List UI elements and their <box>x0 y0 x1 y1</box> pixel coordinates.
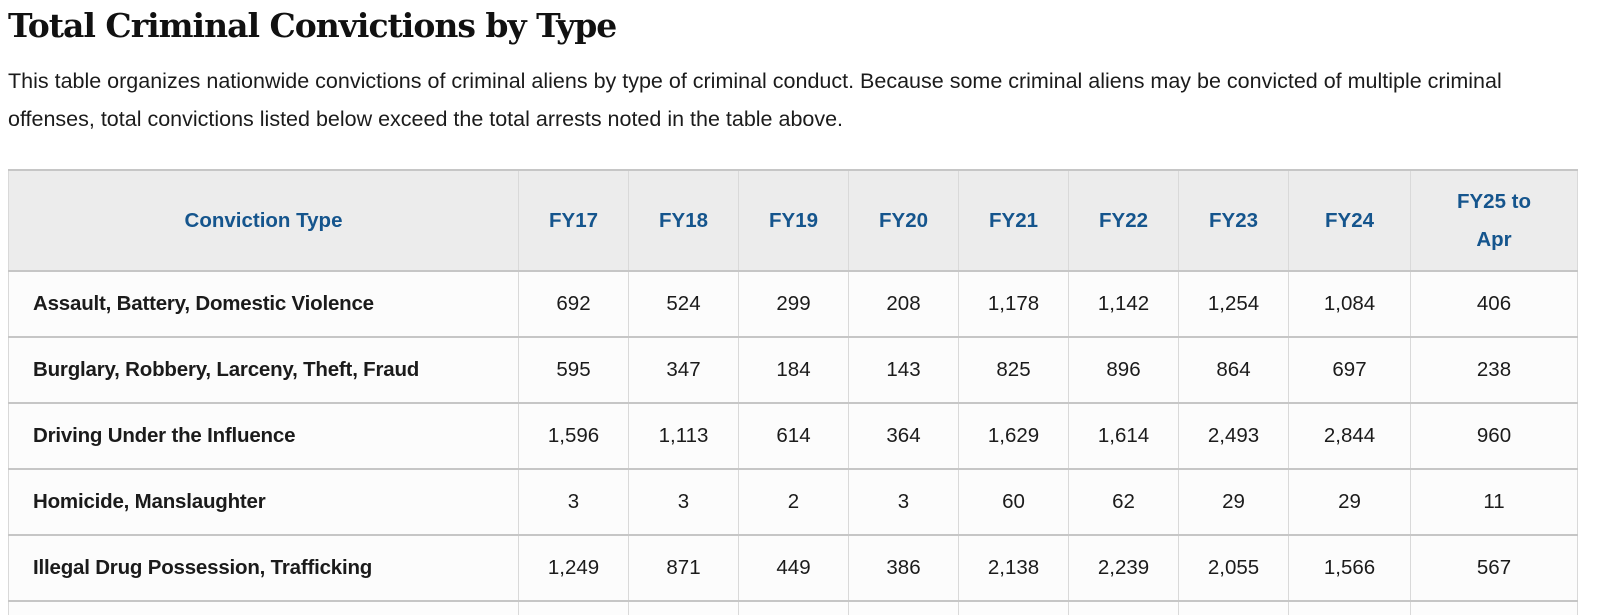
value-cell: 347 <box>628 336 739 404</box>
value-cell: 3 <box>518 468 629 536</box>
value-cell: 614 <box>738 402 849 470</box>
partial-cell <box>1178 600 1289 615</box>
table-row: Illegal Drug Possession, Trafficking 1,24… <box>8 534 1578 602</box>
page-description: This table organizes nationwide convicti… <box>8 69 1502 131</box>
conviction-type-cell: Illegal Drug Possession, Trafficking <box>8 534 519 602</box>
value-cell: 1,596 <box>518 402 629 470</box>
table-row-partial <box>8 600 1578 615</box>
table-row: Assault, Battery, Domestic Violence 692 52… <box>8 270 1578 338</box>
value-cell: 208 <box>848 270 959 338</box>
value-cell: 386 <box>848 534 959 602</box>
column-header-fy19: FY19 <box>738 169 849 272</box>
value-cell: 1,629 <box>958 402 1069 470</box>
value-cell: 184 <box>738 336 849 404</box>
conviction-type-cell: Driving Under the Influence <box>8 402 519 470</box>
column-header-fy22: FY22 <box>1068 169 1179 272</box>
partial-cell <box>8 600 519 615</box>
partial-cell <box>848 600 959 615</box>
value-cell: 60 <box>958 468 1069 536</box>
partial-cell <box>1068 600 1179 615</box>
value-cell: 567 <box>1410 534 1578 602</box>
column-header-fy17: FY17 <box>518 169 629 272</box>
conviction-type-cell: Assault, Battery, Domestic Violence <box>8 270 519 338</box>
value-cell: 1,254 <box>1178 270 1289 338</box>
value-cell: 524 <box>628 270 739 338</box>
value-cell: 1,142 <box>1068 270 1179 338</box>
partial-cell <box>1410 600 1578 615</box>
value-cell: 896 <box>1068 336 1179 404</box>
value-cell: 871 <box>628 534 739 602</box>
value-cell: 960 <box>1410 402 1578 470</box>
value-cell: 62 <box>1068 468 1179 536</box>
partial-cell <box>1288 600 1411 615</box>
value-cell: 406 <box>1410 270 1578 338</box>
partial-cell <box>738 600 849 615</box>
table-body: Assault, Battery, Domestic Violence 692 52… <box>8 270 1578 615</box>
value-cell: 1,249 <box>518 534 629 602</box>
column-header-fy25-label: FY25 to Apr <box>1456 189 1532 251</box>
value-cell: 1,113 <box>628 402 739 470</box>
value-cell: 143 <box>848 336 959 404</box>
page-title: Total Criminal Convictions by Type <box>8 6 617 45</box>
value-cell: 2,493 <box>1178 402 1289 470</box>
convictions-table-container: Conviction Type FY17 FY18 FY19 FY20 FY21… <box>8 169 1578 615</box>
partial-cell <box>628 600 739 615</box>
conviction-type-cell: Burglary, Robbery, Larceny, Theft, Fraud <box>8 336 519 404</box>
value-cell: 825 <box>958 336 1069 404</box>
value-cell: 299 <box>738 270 849 338</box>
table-row: Homicide, Manslaughter 3 3 2 3 60 62 29 29 11 <box>8 468 1578 536</box>
value-cell: 29 <box>1288 468 1411 536</box>
value-cell: 864 <box>1178 336 1289 404</box>
table-header: Conviction Type FY17 FY18 FY19 FY20 FY21… <box>8 169 1578 272</box>
column-header-fy20: FY20 <box>848 169 959 272</box>
value-cell: 238 <box>1410 336 1578 404</box>
value-cell: 2,055 <box>1178 534 1289 602</box>
value-cell: 449 <box>738 534 849 602</box>
convictions-table: Conviction Type FY17 FY18 FY19 FY20 FY21… <box>8 169 1578 615</box>
value-cell: 2,844 <box>1288 402 1411 470</box>
column-header-fy18: FY18 <box>628 169 739 272</box>
value-cell: 1,084 <box>1288 270 1411 338</box>
value-cell: 3 <box>628 468 739 536</box>
value-cell: 697 <box>1288 336 1411 404</box>
value-cell: 11 <box>1410 468 1578 536</box>
column-header-fy23: FY23 <box>1178 169 1289 272</box>
value-cell: 2,239 <box>1068 534 1179 602</box>
value-cell: 595 <box>518 336 629 404</box>
value-cell: 3 <box>848 468 959 536</box>
value-cell: 1,614 <box>1068 402 1179 470</box>
value-cell: 2,138 <box>958 534 1069 602</box>
column-header-fy25-to-apr: FY25 to Apr <box>1410 169 1578 272</box>
value-cell: 692 <box>518 270 629 338</box>
column-header-conviction-type: Conviction Type <box>8 169 519 272</box>
value-cell: 1,178 <box>958 270 1069 338</box>
partial-cell <box>958 600 1069 615</box>
table-header-row: Conviction Type FY17 FY18 FY19 FY20 FY21… <box>8 169 1578 272</box>
table-row: Driving Under the Influence 1,596 1,113 614… <box>8 402 1578 470</box>
value-cell: 364 <box>848 402 959 470</box>
conviction-type-cell: Homicide, Manslaughter <box>8 468 519 536</box>
partial-cell <box>518 600 629 615</box>
table-row: Burglary, Robbery, Larceny, Theft, Fraud… <box>8 336 1578 404</box>
value-cell: 2 <box>738 468 849 536</box>
column-header-fy21: FY21 <box>958 169 1069 272</box>
value-cell: 29 <box>1178 468 1289 536</box>
column-header-fy24: FY24 <box>1288 169 1411 272</box>
value-cell: 1,566 <box>1288 534 1411 602</box>
